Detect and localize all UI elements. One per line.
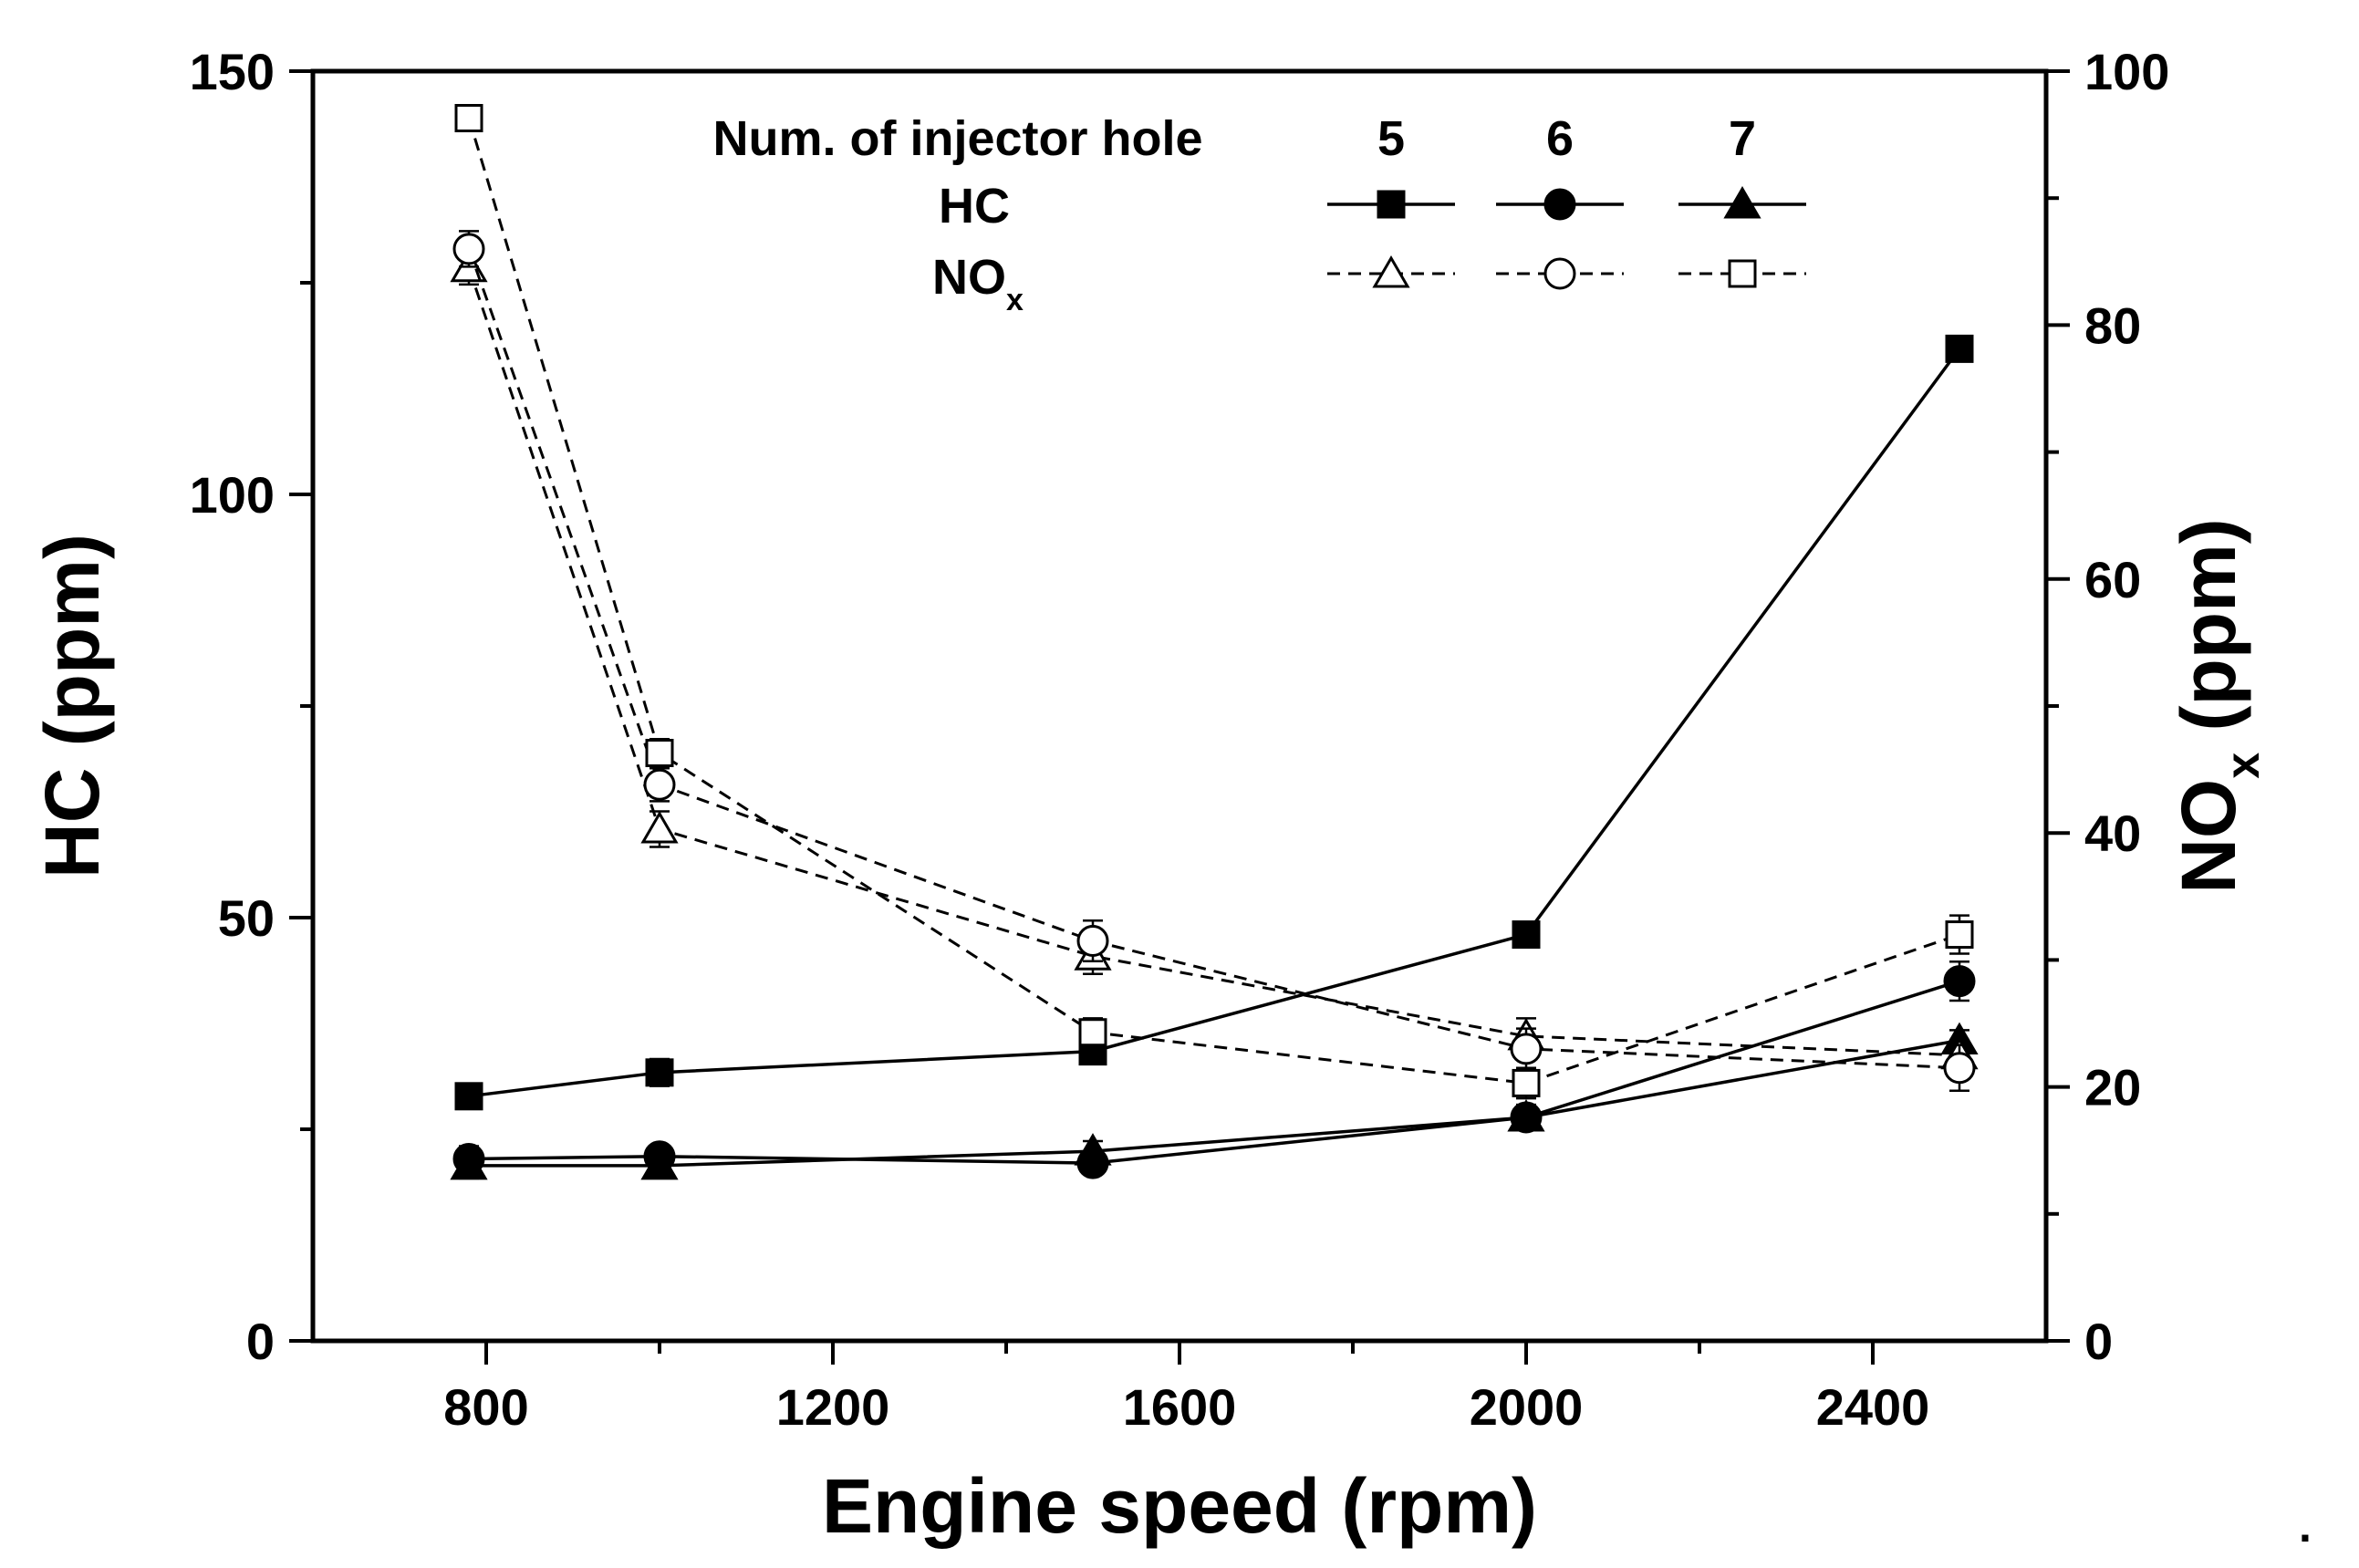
data-point: [1078, 1018, 1107, 1047]
data-point: [640, 1147, 679, 1180]
data-point: [452, 233, 485, 265]
data-point: [645, 1058, 674, 1087]
data-point: [1510, 1033, 1543, 1065]
legend-nox-marker: [1543, 257, 1576, 290]
data-point: [645, 739, 674, 768]
legend-row-hc: HC: [939, 179, 1010, 234]
y-left-tick-label: 150: [190, 43, 275, 100]
data-point: [454, 1082, 483, 1111]
series-5: [454, 104, 1974, 1100]
legend-row-nox: NOx: [932, 250, 1024, 317]
data-point: [1074, 1133, 1112, 1166]
series-layer: [450, 104, 1979, 1180]
legend-column-6: 6: [1546, 111, 1574, 166]
legend-column-5: 5: [1377, 111, 1405, 166]
y-right-tick-label: 40: [2084, 805, 2141, 862]
legend-hc-marker: [1377, 190, 1406, 219]
axes: 800 1200 1600 2000 2400 0 50 100 150 0 20 40 60 80 100: [190, 43, 2170, 1436]
legend-title: Num. of injector hole: [712, 111, 1202, 166]
series-4: [452, 230, 1976, 1093]
legend-hc-marker: [1543, 188, 1576, 221]
y-left-tick-label: 50: [218, 889, 275, 947]
x-axis-title: Engine speed (rpm): [822, 1463, 1537, 1549]
legend-hc-marker: [1723, 186, 1761, 219]
data-point: [1076, 925, 1109, 958]
series-1: [452, 961, 1976, 1179]
y-axis-title-right-main: NO: [2166, 779, 2251, 894]
legend-nox-marker: [1372, 255, 1410, 288]
data-point: [1945, 920, 1974, 950]
y-axis-title-right-rest: (ppm): [2166, 518, 2251, 753]
legend-row-nox-main: NO: [932, 250, 1006, 305]
y-axis-title-right: NOx (ppm): [2166, 518, 2270, 894]
data-point: [643, 768, 676, 801]
y-left-tick-label: 0: [246, 1313, 275, 1370]
legend-row-nox-sub: x: [1006, 283, 1024, 317]
series-3: [450, 249, 1979, 1072]
y-right-tick-label: 0: [2084, 1313, 2113, 1370]
plot-frame: [310, 68, 2049, 1344]
series-line: [467, 267, 1960, 1057]
legend: Num. of injector hole 5 6 7 HC NOx: [712, 111, 1806, 317]
data-point: [640, 811, 679, 844]
series-line: [468, 348, 1961, 1098]
x-tick-label: 800: [443, 1378, 528, 1436]
stray-dot: .: [2299, 1501, 2312, 1552]
y-right-tick-label: 80: [2084, 296, 2141, 354]
x-tick-label: 2000: [1470, 1378, 1584, 1436]
data-point: [1512, 1068, 1541, 1097]
series-0: [454, 334, 1974, 1111]
series-line: [467, 248, 1960, 1070]
data-point: [1943, 965, 1976, 998]
data-point: [1512, 920, 1541, 950]
x-tick-label: 1200: [776, 1378, 890, 1436]
y-right-tick-label: 20: [2084, 1059, 2141, 1116]
data-point: [1945, 334, 1974, 363]
y-left-tick-label: 100: [190, 466, 275, 524]
data-point: [1507, 1099, 1545, 1132]
data-point: [450, 1147, 488, 1180]
legend-symbols: [1327, 186, 1806, 290]
legend-column-7: 7: [1729, 111, 1756, 166]
x-tick-label: 2400: [1816, 1378, 1930, 1436]
y-right-tick-label: 60: [2084, 551, 2141, 608]
y-axis-title-left: HC (ppm): [29, 534, 115, 878]
data-point: [454, 104, 483, 133]
y-axis-title-right-sub: x: [2217, 753, 2270, 779]
legend-nox-marker: [1728, 259, 1757, 288]
x-tick-label: 1600: [1123, 1378, 1237, 1436]
data-point: [1943, 1052, 1976, 1085]
y-right-tick-label: 100: [2084, 43, 2169, 100]
